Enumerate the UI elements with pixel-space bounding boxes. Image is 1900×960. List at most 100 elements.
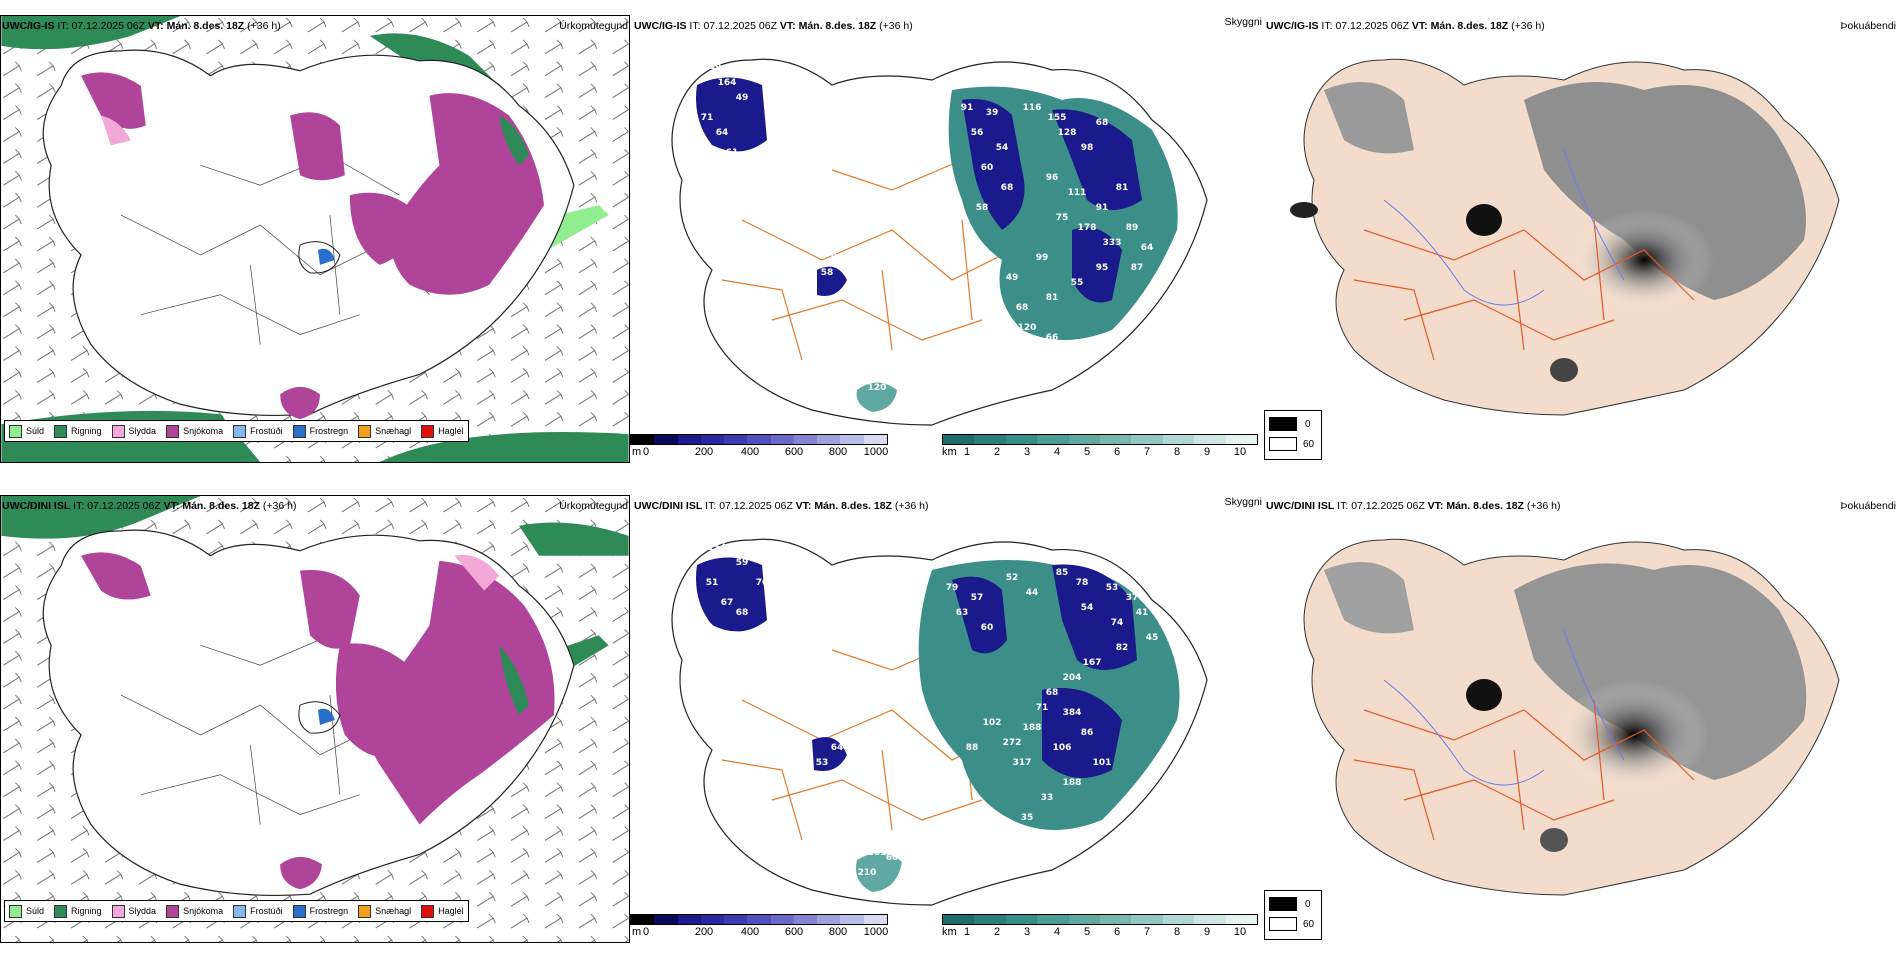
precip-type-panel: UWC/IG-IS IT: 07.12.2025 06Z VT: Mán. 8.…: [0, 0, 632, 470]
visibility-label: 317: [1013, 758, 1032, 768]
fog-area: [1290, 202, 1318, 218]
rivers: [1383, 629, 1625, 786]
visibility-label: 53: [1106, 583, 1119, 593]
elevation-colorbar: m 0 200 400 600 800 1000: [630, 434, 888, 462]
visibility-panel: UWC/DINI ISL IT: 07.12.2025 06Z VT: Mán.…: [630, 480, 1264, 950]
visibility-label: 102: [983, 718, 1002, 728]
visibility-label: 61: [726, 148, 739, 158]
visibility-label: 49: [1006, 273, 1019, 283]
panel-title: Þokuábendi: [1840, 500, 1896, 512]
rivers: [1383, 149, 1625, 306]
visibility-label: 68: [1046, 688, 1059, 698]
legend-swatch: [54, 424, 68, 438]
snow-area: [290, 112, 345, 181]
visibility-label: 71: [701, 113, 714, 123]
visibility-label: 106: [1053, 743, 1072, 753]
visibility-label: 57: [971, 593, 984, 603]
legend-item: Rigning: [54, 904, 102, 918]
dense-fog-area: [1466, 204, 1502, 236]
visibility-label: 82: [1116, 643, 1129, 653]
visibility-label: 60: [981, 163, 994, 173]
visibility-label: 66: [1046, 333, 1059, 343]
visibility-label: 188: [1023, 723, 1042, 733]
rain-area: [1, 16, 181, 50]
visibility-label: 60: [886, 853, 899, 863]
panel-header: UWC/DINI ISL IT: 07.12.2025 06Z VT: Mán.…: [1266, 500, 1561, 512]
row-dini-isl: UWC/DINI ISL IT: 07.12.2025 06Z VT: Mán.…: [0, 480, 1900, 960]
legend-swatch: [358, 904, 372, 918]
fog-area: [1550, 358, 1578, 382]
terrain-area: [696, 77, 767, 152]
fog-panel: UWC/IG-IS IT: 07.12.2025 06Z VT: Mán. 8.…: [1264, 0, 1900, 470]
legend-item: Súld: [9, 904, 44, 918]
snow-area: [391, 93, 544, 295]
visibility-label: 41: [1136, 608, 1149, 618]
visibility-label: 13: [701, 623, 714, 633]
precip-type-map[interactable]: [0, 495, 630, 943]
visibility-label: 70: [756, 578, 769, 588]
visibility-label: 68: [1096, 118, 1109, 128]
roads: [721, 159, 1063, 361]
fog-map[interactable]: [1264, 510, 1900, 900]
visibility-label: 33: [1041, 793, 1054, 803]
visibility-label: 54: [1081, 603, 1094, 613]
precip-type-map[interactable]: [0, 15, 630, 463]
visibility-label: 35: [1021, 813, 1034, 823]
visibility-label: 49: [736, 93, 749, 103]
legend-item: Rigning: [54, 424, 102, 438]
visibility-label: 91: [1096, 203, 1109, 213]
visibility-label: 154: [708, 543, 727, 553]
visibility-label: 63: [956, 608, 969, 618]
snow-area: [300, 569, 360, 649]
legend-item: Frostregn: [292, 904, 348, 918]
visibility-label: 272: [1003, 738, 1022, 748]
visibility-label: 64: [831, 743, 844, 753]
terrain-area: [952, 576, 1007, 654]
glacier-outline: [298, 241, 341, 274]
visibility-label: 64: [1141, 243, 1154, 253]
visibility-label: 87: [1131, 263, 1144, 273]
low-visibility-area: [856, 852, 902, 892]
snow-area: [81, 72, 146, 129]
legend-item: Snjókoma: [166, 424, 223, 438]
visibility-label: 59: [736, 558, 749, 568]
glacier-outline: [298, 701, 341, 734]
visibility-label: 64: [716, 128, 729, 138]
visibility-label: 53: [816, 758, 829, 768]
visibility-label: 67: [721, 598, 734, 608]
visibility-label: 74: [741, 163, 754, 173]
visibility-colorbar: km 1 2 3 4 5 6 7 8 9 10: [942, 914, 1258, 942]
roads: [1353, 219, 1695, 361]
panel-title: Þokuábendi: [1840, 20, 1896, 32]
visibility-label: 58: [821, 268, 834, 278]
low-visibility-area: [856, 382, 897, 412]
visibility-label: 51: [706, 578, 719, 588]
panel-title: Úrkomutegund: [559, 500, 628, 512]
visibility-label: 101: [1093, 758, 1112, 768]
panel-title: Skyggni: [1224, 16, 1262, 28]
fog-map[interactable]: [1264, 30, 1900, 420]
fog-area: [1540, 828, 1568, 852]
fog-panel: UWC/DINI ISL IT: 07.12.2025 06Z VT: Mán.…: [1264, 480, 1900, 950]
legend-item: Slydda: [111, 904, 156, 918]
visibility-label: 68: [736, 608, 749, 618]
visibility-label: 47: [1006, 343, 1019, 353]
visibility-label: 55: [1071, 278, 1084, 288]
freezing-rain-area: [317, 708, 335, 725]
legend-item: Haglél: [421, 424, 464, 438]
snow-area: [335, 643, 420, 758]
panel-title: Úrkomutegund: [559, 20, 628, 32]
visibility-label: 210: [858, 868, 877, 878]
legend-swatch: [9, 904, 22, 918]
visibility-label: 120: [1018, 323, 1037, 333]
visibility-label: 161: [868, 848, 887, 858]
rain-area: [499, 115, 530, 166]
visibility-label: 79: [946, 583, 959, 593]
colorbar-ticks: m 0 200 400 600 800 1000: [632, 446, 889, 458]
dense-fog-area: [1466, 679, 1502, 711]
visibility-label: 98: [1081, 143, 1094, 153]
